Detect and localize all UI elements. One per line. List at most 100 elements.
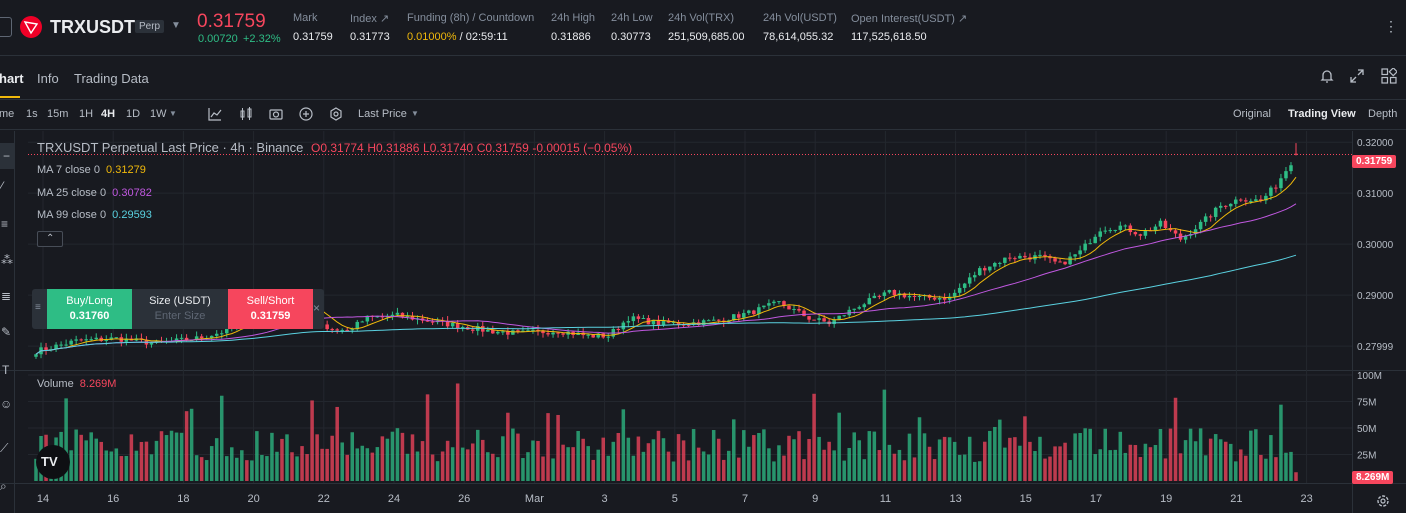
candle (360, 321, 365, 323)
volume-bar (1239, 449, 1243, 481)
text-tool-icon[interactable]: T (2, 363, 10, 377)
cursor-tool[interactable]: − (0, 143, 14, 169)
more-options-icon[interactable]: ⋮ (1384, 18, 1398, 34)
index-label[interactable]: Index ↗ (350, 13, 390, 25)
time-button[interactable]: me (0, 108, 15, 120)
menu-icon[interactable] (0, 17, 12, 37)
drag-handle-icon[interactable]: ≡ (35, 302, 41, 313)
size-label: Size (USDT) (149, 295, 211, 307)
candle (1279, 178, 1283, 189)
candle (355, 321, 360, 330)
size-input[interactable]: Enter Size (154, 310, 206, 322)
close-icon[interactable]: × (313, 301, 321, 315)
time-tick-label: 16 (107, 493, 119, 505)
candle (345, 329, 349, 331)
sell-short-button[interactable]: Sell/Short 0.31759 (228, 289, 313, 329)
volume-bar (310, 400, 314, 481)
volume-bar (425, 394, 430, 481)
ma7-legend: MA 7 close 0 0.31279 (37, 164, 146, 176)
view-trading-view[interactable]: Trading View (1288, 108, 1356, 120)
volume-bar (144, 441, 149, 481)
legend-open: O0.31774 (311, 141, 364, 155)
interval-1s[interactable]: 1s (26, 108, 38, 120)
tab-info[interactable]: Info (37, 71, 59, 86)
zoom-icon[interactable]: ⌕ (0, 479, 7, 493)
ruler-icon[interactable]: ⟋ (0, 441, 9, 455)
settings-icon[interactable] (329, 107, 343, 121)
candle (375, 316, 380, 318)
interval-1w[interactable]: 1W (150, 108, 167, 120)
candle (365, 315, 370, 322)
candle (1264, 195, 1268, 201)
view-depth[interactable]: Depth (1368, 108, 1398, 120)
drawing-toolbar: − ⁄ ≡ ⁂ ≣ ✎ T ☺ ⟋ ⌕ (0, 131, 15, 513)
candle (541, 330, 545, 334)
trendline-icon[interactable]: ⁄ (1, 179, 4, 193)
volume-bar (475, 429, 480, 481)
symbol-name[interactable]: TRXUSDT (50, 17, 135, 37)
candle (957, 287, 962, 293)
volume-bar (119, 456, 124, 481)
interval-1d[interactable]: 1D (126, 108, 141, 120)
volume-bar (957, 454, 962, 481)
indicator-icon[interactable] (208, 107, 222, 121)
volume-bar (1073, 433, 1077, 481)
volume-bar (365, 448, 370, 481)
candle (998, 262, 1002, 264)
volume-bar (1173, 397, 1178, 481)
candle (621, 322, 626, 330)
interval-4h[interactable]: 4H (101, 108, 116, 120)
current-price-tag: 0.31759 (1352, 155, 1397, 168)
chevron-down-icon[interactable]: ▼ (411, 109, 419, 118)
candle (1223, 205, 1228, 207)
candle (1153, 226, 1158, 231)
volume-bar (104, 450, 109, 481)
chevron-down-icon[interactable]: ▼ (171, 20, 181, 31)
volume-bar (1183, 440, 1188, 481)
volume-bar (631, 455, 636, 481)
brush-icon[interactable]: ✎ (1, 325, 12, 339)
legend-change: -0.00015 (−0.05%) (532, 141, 633, 155)
volume-bar (1133, 445, 1138, 481)
horizontal-lines-icon[interactable]: ≡ (1, 217, 9, 231)
volume-bar (1274, 457, 1278, 481)
price-type-select[interactable]: Last Price (358, 108, 407, 120)
ma25-label: MA 25 close 0 (37, 187, 107, 199)
expand-icon[interactable] (1350, 69, 1364, 83)
candle (1244, 200, 1248, 202)
volume-bar (149, 454, 154, 481)
volume-bar (912, 457, 917, 481)
candle-type-icon[interactable] (239, 107, 253, 121)
fib-icon[interactable]: ≣ (1, 289, 12, 303)
collapse-legend-button[interactable]: ⌃ (37, 231, 63, 247)
candle (706, 320, 711, 322)
candlestick-chart[interactable]: 0.32000 0.31000 0.30000 0.29000 0.27999 100M 7… (0, 131, 1406, 513)
view-original[interactable]: Original (1233, 108, 1271, 120)
buy-long-button[interactable]: Buy/Long 0.31760 (47, 289, 132, 329)
tab-chart[interactable]: hart (0, 71, 24, 86)
chart-area[interactable]: 0.32000 0.31000 0.30000 0.29000 0.27999 100M 7… (0, 131, 1406, 513)
node-icon[interactable]: ⁂ (1, 253, 13, 267)
volume-bar (646, 443, 651, 481)
volume-bar (139, 441, 144, 481)
volume-bar (626, 437, 631, 481)
bell-icon[interactable] (1320, 68, 1334, 84)
open-interest-label[interactable]: Open Interest(USDT) ↗ (851, 13, 968, 25)
volume-bar (74, 429, 78, 481)
volume-bar (360, 445, 365, 481)
volume-bar (892, 453, 897, 481)
tab-trading-data[interactable]: Trading Data (74, 71, 149, 86)
volume-bar (285, 434, 289, 481)
camera-icon[interactable] (269, 107, 283, 121)
chevron-down-icon[interactable]: ▼ (169, 109, 177, 118)
volume-bar (872, 431, 877, 481)
interval-15m[interactable]: 15m (47, 108, 69, 120)
candle (194, 336, 199, 341)
chart-settings-icon[interactable] (1376, 494, 1390, 508)
volume-bar (1218, 439, 1223, 481)
interval-1h[interactable]: 1H (79, 108, 94, 120)
emoji-icon[interactable]: ☺ (0, 397, 13, 411)
add-indicator-icon[interactable] (299, 107, 313, 121)
size-field[interactable]: Size (USDT) Enter Size (132, 289, 228, 329)
layout-grid-icon[interactable] (1381, 68, 1397, 84)
